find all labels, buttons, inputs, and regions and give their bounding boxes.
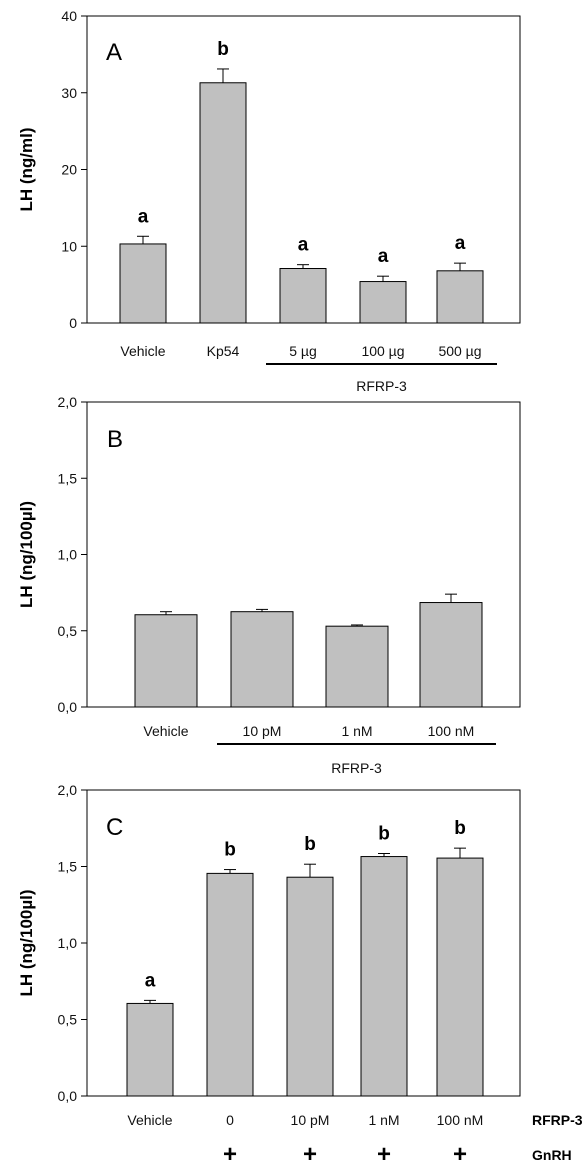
- bar: [286, 876, 334, 1097]
- y-tick-label: 0,5: [58, 623, 78, 639]
- significance-label: b: [454, 818, 466, 839]
- category-label: 10 pM: [291, 1112, 330, 1128]
- row-title: RFRP-3: [532, 1112, 583, 1128]
- y-tick-label: 1,5: [58, 470, 78, 486]
- category-label: Vehicle: [143, 723, 188, 739]
- y-tick-label: 10: [61, 238, 77, 254]
- significance-label: b: [304, 834, 316, 855]
- significance-label: b: [217, 39, 229, 60]
- y-tick-label: 1,5: [58, 859, 78, 875]
- category-label: 1 nM: [341, 723, 372, 739]
- y-tick-label: 0: [69, 315, 77, 331]
- significance-label: a: [455, 233, 466, 254]
- category-label: Kp54: [207, 343, 240, 359]
- gnrh-plus-mark: +: [377, 1141, 391, 1168]
- y-tick-label: 20: [61, 162, 77, 178]
- panel-letter: C: [106, 814, 123, 841]
- y-tick-label: 30: [61, 85, 77, 101]
- y-tick-label: 2,0: [58, 782, 78, 798]
- y-tick-label: 1,0: [58, 935, 78, 951]
- gnrh-plus-mark: +: [453, 1141, 467, 1168]
- category-label: 500 µg: [438, 343, 481, 359]
- y-axis-label: LH (ng/ml): [17, 127, 36, 211]
- significance-label: a: [378, 246, 389, 267]
- significance-label: a: [298, 235, 309, 256]
- bar: [119, 243, 167, 324]
- y-axis-label: LH (ng/100µl): [17, 889, 36, 996]
- bar: [134, 614, 198, 708]
- y-axis-label: LH (ng/100µl): [17, 501, 36, 608]
- bar: [279, 268, 327, 324]
- y-tick-label: 0,5: [58, 1012, 78, 1028]
- significance-label: a: [138, 206, 149, 227]
- gnrh-plus-mark: +: [303, 1141, 317, 1168]
- bar: [199, 82, 247, 324]
- significance-label: b: [224, 840, 236, 861]
- y-tick-label: 0,0: [58, 1088, 78, 1104]
- bar: [360, 856, 408, 1097]
- significance-label: a: [145, 970, 156, 991]
- category-label: Vehicle: [127, 1112, 172, 1128]
- y-tick-label: 0,0: [58, 699, 78, 715]
- bar: [206, 872, 254, 1097]
- bar: [436, 857, 484, 1097]
- category-label: 100 nM: [437, 1112, 484, 1128]
- y-tick-label: 40: [61, 8, 77, 24]
- category-label: Vehicle: [120, 343, 165, 359]
- bar: [419, 602, 483, 708]
- bar: [325, 625, 389, 708]
- row-title: GnRH: [532, 1147, 572, 1163]
- panel-letter: A: [106, 39, 122, 66]
- group-label: RFRP-3: [356, 378, 407, 394]
- category-label: 100 nM: [428, 723, 475, 739]
- bar: [436, 270, 484, 324]
- bar: [126, 1002, 174, 1097]
- y-tick-label: 1,0: [58, 547, 78, 563]
- y-tick-label: 2,0: [58, 394, 78, 410]
- significance-label: b: [378, 823, 390, 844]
- bar: [359, 281, 407, 324]
- panel-letter: B: [107, 426, 123, 453]
- category-label: 100 µg: [361, 343, 404, 359]
- category-label: 1 nM: [368, 1112, 399, 1128]
- gnrh-plus-mark: +: [223, 1141, 237, 1168]
- bar: [230, 611, 294, 708]
- group-label: RFRP-3: [331, 760, 382, 776]
- category-label: 5 µg: [289, 343, 317, 359]
- category-label: 10 pM: [243, 723, 282, 739]
- category-label: 0: [226, 1112, 234, 1128]
